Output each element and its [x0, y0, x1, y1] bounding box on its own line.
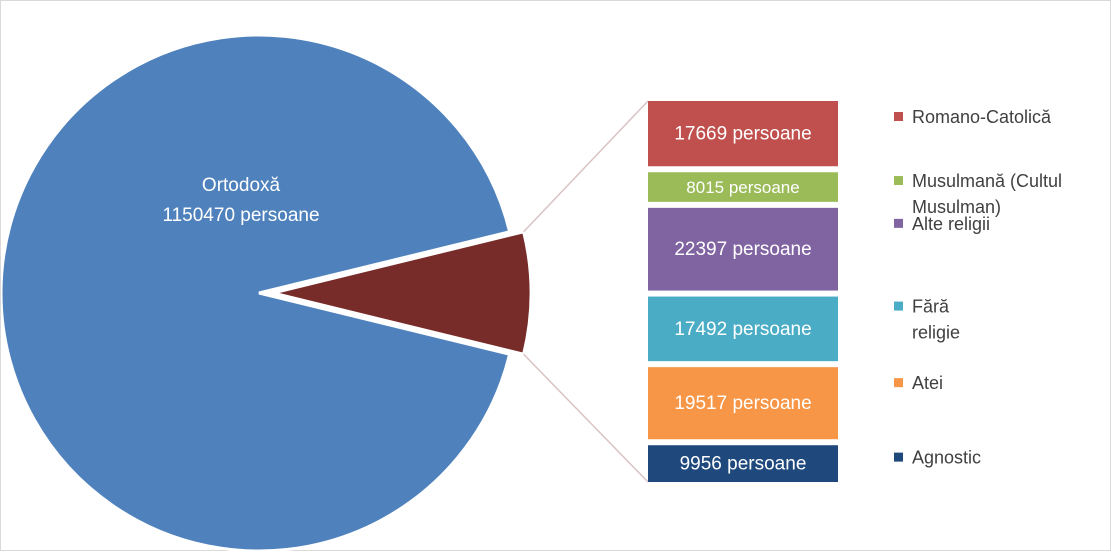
legend: Romano-Catolică Musulmană (Cultul Musulman… — [894, 107, 1062, 468]
legend-marker-agnostic — [894, 452, 903, 462]
bar-segment-musulmana-cultul-musulman — [648, 172, 838, 202]
pie-slice-ortodoxa — [1, 33, 512, 552]
bar-segment-label-musulmana-cultul-musulman: 8015 persoane — [686, 178, 799, 197]
bar-segment-fara-religie — [648, 296, 838, 362]
connector-line-bottom — [523, 353, 649, 483]
legend-label-alte-religii: Alte religii — [912, 214, 990, 234]
bar-segment-label-fara-religie: 17492 persoane — [674, 319, 811, 340]
legend-label-musulmana-cultul-musulman: Musulmană (Cultul Musulman) — [912, 171, 1062, 217]
main-slice-value-label: 1150470 persoane — [162, 205, 319, 226]
pie-group — [1, 33, 533, 552]
pie-slice-other-religions — [272, 229, 533, 357]
legend-label-romano-catolica: Romano-Catolică — [912, 107, 1052, 127]
bar-segment-label-romano-catolica: 17669 persoane — [674, 124, 811, 145]
bar-segment-label-agnostic: 9956 persoane — [680, 454, 807, 475]
connector-line-top — [523, 100, 649, 233]
bar-segment-label-atei: 19517 persoane — [674, 393, 811, 414]
bar-segment-atei — [648, 367, 838, 440]
bar-segment-label-alte-religii: 22397 persoane — [674, 239, 811, 260]
legend-marker-atei — [894, 378, 903, 388]
legend-label-atei: Atei — [912, 373, 943, 393]
legend-label-agnostic: Agnostic — [912, 448, 981, 468]
bar-segment-romano-catolica — [648, 101, 838, 167]
breakdown-bar: 17669 persoane 8015 persoane 22397 persoan… — [648, 101, 838, 482]
bar-segment-alte-religii — [648, 207, 838, 291]
main-slice-name-label: Ortodoxă — [202, 175, 281, 196]
legend-marker-alte-religii — [894, 218, 903, 228]
bar-segment-agnostic — [648, 445, 838, 482]
legend-label-fara-religie: Fără religie — [912, 297, 960, 343]
legend-marker-musulmana-cultul-musulman — [894, 176, 903, 186]
connector-lines — [523, 100, 649, 483]
legend-marker-fara-religie — [894, 301, 903, 311]
legend-marker-romano-catolica — [894, 112, 903, 121]
